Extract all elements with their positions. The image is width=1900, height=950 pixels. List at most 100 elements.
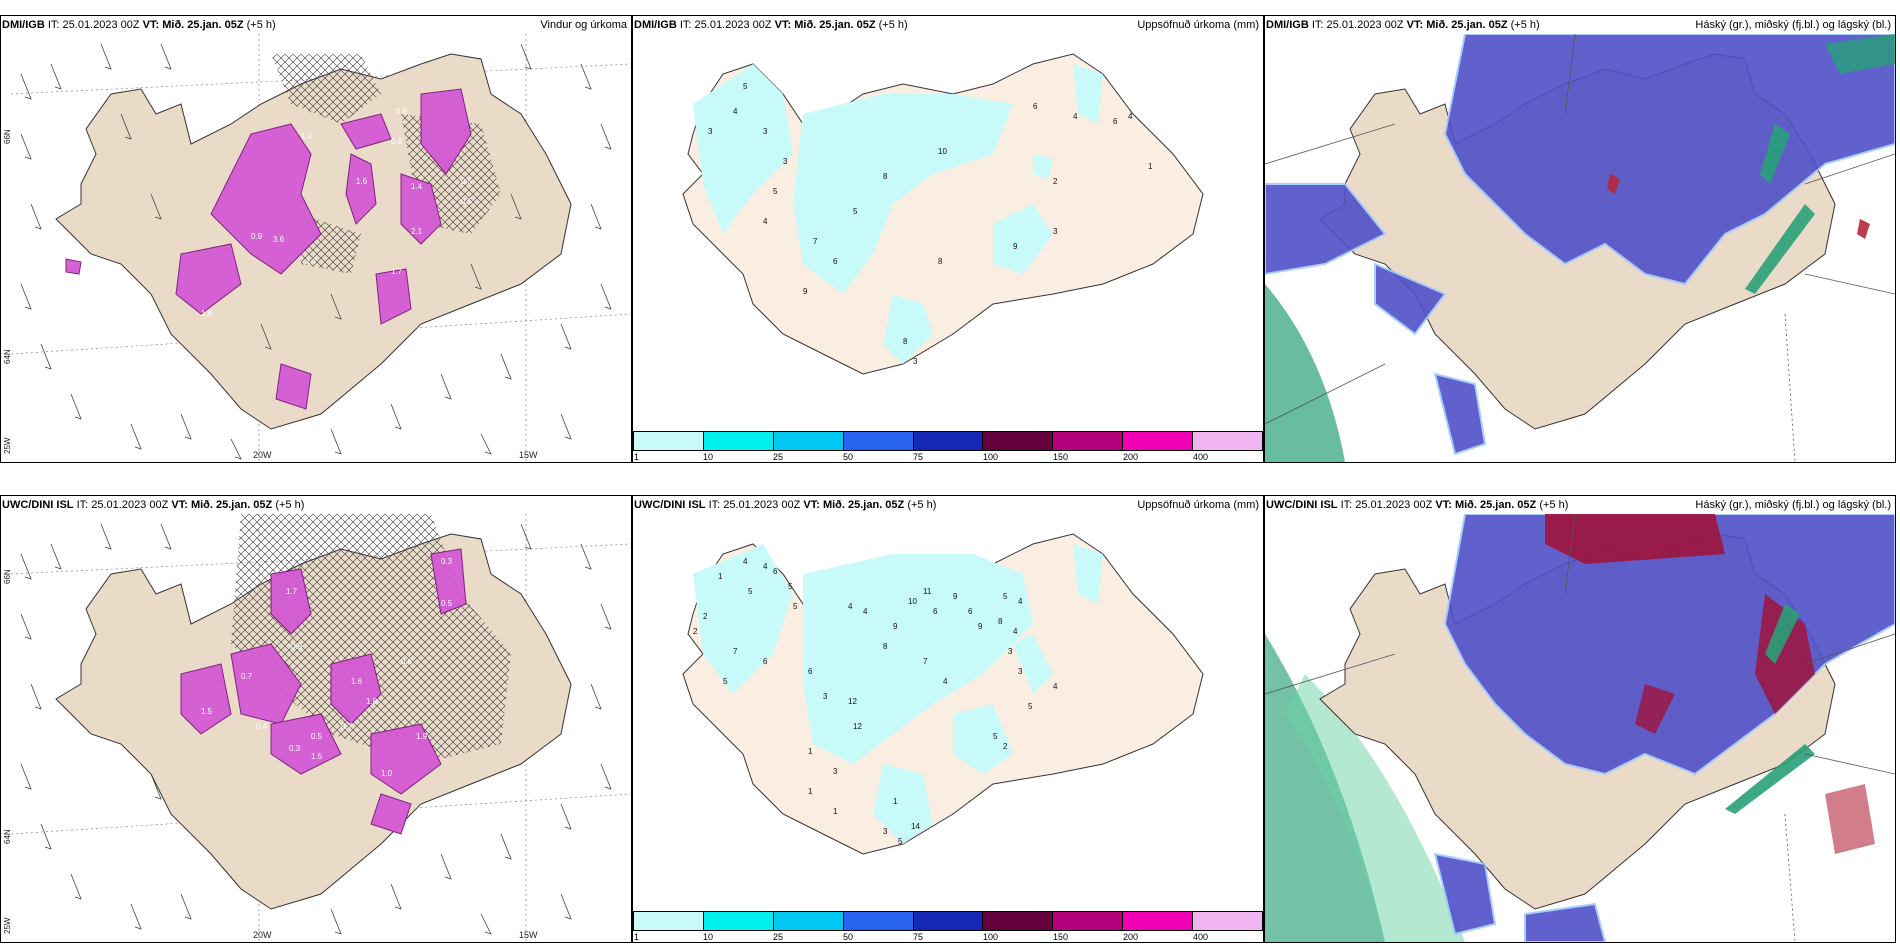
panel-header: UWC/DINI ISL IT: 25.01.2023 00Z VT: Mið.… <box>1265 496 1895 514</box>
lat-label: 25W <box>3 437 12 454</box>
precip-value: 7 <box>923 657 928 666</box>
precip-value: 4 <box>1053 682 1058 691</box>
colorbar-cell <box>1052 911 1123 931</box>
precip-value: 3 <box>913 357 918 366</box>
init-time: 25.01.2023 00Z <box>91 499 169 511</box>
model-name: UWC/DINI ISL <box>1266 499 1338 511</box>
init-time: 25.01.2023 00Z <box>694 19 772 31</box>
lead-time: (+5 h) <box>275 499 305 511</box>
lead-time: (+5 h) <box>1510 19 1540 31</box>
precip-value: 4 <box>1013 627 1018 636</box>
colorbar-cell <box>633 431 703 451</box>
precip-value: 8 <box>883 642 888 651</box>
wind-barbs <box>20 523 612 935</box>
lon-label: 15W <box>519 450 538 460</box>
colorbar-label: 50 <box>843 452 854 462</box>
wind-value: 1.7 <box>286 587 298 596</box>
panel-title: Vindur og úrkoma <box>540 19 627 31</box>
precip-value: 9 <box>978 622 983 631</box>
lat-label: 25W <box>3 917 12 934</box>
colorbar-labels: 1 10 25 50 75 100 150 200 400 <box>633 452 1263 462</box>
wind-value: 0.3 <box>289 744 301 753</box>
wind-value: 0.8 <box>391 137 403 146</box>
colorbar-cell <box>772 911 843 931</box>
colorbar-label: 200 <box>1123 932 1139 942</box>
wind-value: 0.7 <box>341 722 353 731</box>
model-name: UWC/DINI ISL <box>2 499 74 511</box>
precip-value: 6 <box>808 667 813 676</box>
lat-label: 64N <box>3 829 12 844</box>
valid-time: Mið. 25.jan. 05Z <box>190 499 273 511</box>
wind-value: 0.6 <box>396 107 408 116</box>
wind-value: 0.4 <box>256 722 268 731</box>
precip-value: 4 <box>763 217 768 226</box>
wind-value: 1.9 <box>416 732 428 741</box>
lon-label: 20W <box>253 930 272 940</box>
lat-label: 66N <box>3 569 12 584</box>
precip-value: 1 <box>833 807 838 816</box>
wind-value: 2.1 <box>411 227 423 236</box>
colorbar-cell <box>1052 431 1123 451</box>
precip-value: 8 <box>883 172 888 181</box>
accum-precip-panel-uwc: UWC/DINI ISL IT: 25.01.2023 00Z VT: Mið.… <box>632 495 1264 943</box>
wind-value: 1.0 <box>381 769 393 778</box>
wind-value: 1.5 <box>311 752 323 761</box>
precip-map: 4465152257656443121211961098769845433452… <box>633 514 1263 922</box>
panel-header: DMI/IGB IT: 25.01.2023 00Z VT: Mið. 25.j… <box>1 16 631 34</box>
precip-value: 3 <box>708 127 713 136</box>
precip-value: 10 <box>938 147 947 156</box>
header-left: UWC/DINI ISL IT: 25.01.2023 00Z VT: Mið.… <box>2 499 305 511</box>
precip-value: 5 <box>1003 592 1008 601</box>
precip-value: 4 <box>863 607 868 616</box>
wind-value: 3.6 <box>273 235 285 244</box>
precip-value: 3 <box>883 827 888 836</box>
wind-precip-panel-dmi: DMI/IGB IT: 25.01.2023 00Z VT: Mið. 25.j… <box>0 15 632 463</box>
precip-map: 5 3 4 3 3 5 5 4 4 6 7 6 9 10 8 8 2 3 1 4 <box>633 34 1263 442</box>
precip-value: 2 <box>1053 177 1058 186</box>
colorbar-label: 150 <box>1053 932 1069 942</box>
cloud-panel-dmi: DMI/IGB IT: 25.01.2023 00Z VT: Mið. 25.j… <box>1264 15 1896 463</box>
precip-value: 2 <box>693 627 698 636</box>
wind-barbs <box>20 43 612 460</box>
header-left: DMI/IGB IT: 25.01.2023 00Z VT: Mið. 25.j… <box>634 19 908 31</box>
colorbar-label: 1 <box>634 452 640 462</box>
panel-title: Háský (gr.), miðský (fj.bl.) og lágský (… <box>1695 19 1891 31</box>
cloud-map <box>1265 34 1895 462</box>
precip-value: 4 <box>1128 112 1133 121</box>
lead-time: (+5 h) <box>246 19 276 31</box>
wind-value: 1.6 <box>351 677 363 686</box>
colorbar-label: 1 <box>634 932 640 942</box>
precip-areas <box>693 544 1103 844</box>
valid-time: Mið. 25.jan. 05Z <box>794 19 876 31</box>
colorbar-cell <box>982 431 1053 451</box>
colorbar-label: 100 <box>983 452 999 462</box>
precip-value: 1 <box>808 747 813 756</box>
precip-value: 5 <box>723 677 728 686</box>
precip-value: 4 <box>743 557 748 566</box>
precip-value: 2 <box>1003 742 1008 751</box>
model-name: DMI/IGB <box>2 19 45 31</box>
precip-value: 4 <box>733 107 738 116</box>
colorbar-cell <box>772 431 843 451</box>
init-time: 25.01.2023 00Z <box>1326 19 1404 31</box>
precip-colorbar <box>633 431 1263 451</box>
precip-value: 2 <box>703 612 708 621</box>
precip-value: 1 <box>808 787 813 796</box>
valid-time: Mið. 25.jan. 05Z <box>162 19 244 31</box>
precip-value: 8 <box>998 617 1003 626</box>
header-left: DMI/IGB IT: 25.01.2023 00Z VT: Mið. 25.j… <box>1266 19 1540 31</box>
colorbar-label: 100 <box>983 932 999 942</box>
precip-value: 12 <box>848 697 857 706</box>
colorbar-cell <box>702 431 773 451</box>
wind-value: 0.5 <box>441 599 453 608</box>
header-left: UWC/DINI ISL IT: 25.01.2023 00Z VT: Mið.… <box>634 499 937 511</box>
precip-value: 7 <box>813 237 818 246</box>
colorbar-cell <box>912 431 983 451</box>
precip-value: 3 <box>1053 227 1058 236</box>
colorbar-label: 200 <box>1123 452 1139 462</box>
lead-time: (+5 h) <box>878 19 908 31</box>
precip-value: 3 <box>1018 667 1023 676</box>
valid-time: Mið. 25.jan. 05Z <box>822 499 905 511</box>
wind-value: 1.4 <box>301 132 313 141</box>
precip-value: 5 <box>743 82 748 91</box>
